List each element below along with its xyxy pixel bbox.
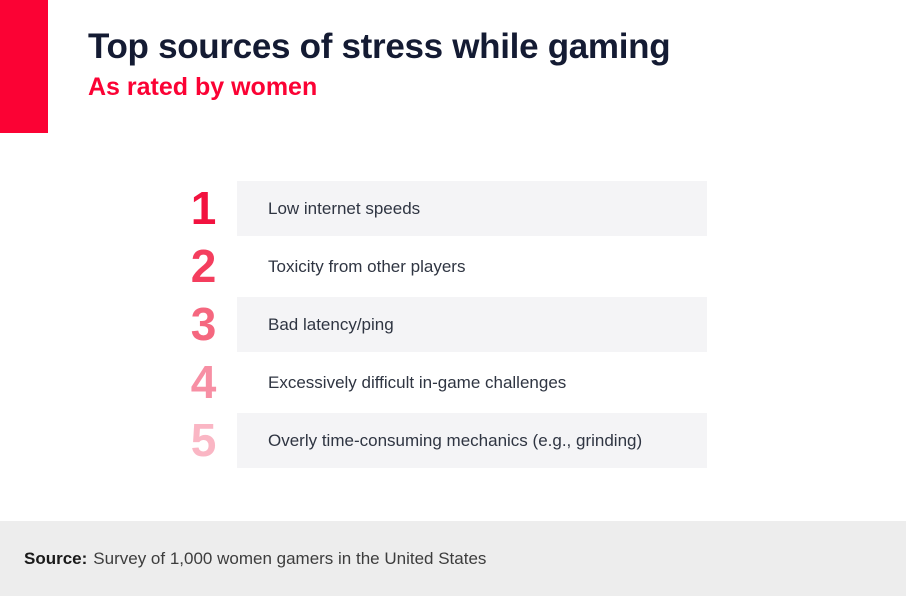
rank-number: 3 — [190, 298, 217, 350]
item-label: Excessively difficult in-game challenges — [268, 372, 567, 392]
list-item: 2 Toxicity from other players — [185, 239, 707, 294]
header: Top sources of stress while gaming As ra… — [88, 27, 671, 102]
list-item: 1 Low internet speeds — [185, 181, 707, 236]
source-footer: Source: Survey of 1,000 women gamers in … — [0, 521, 906, 596]
item-label-box: Overly time-consuming mechanics (e.g., g… — [237, 413, 707, 468]
page-subtitle: As rated by women — [88, 73, 318, 101]
source-text: Survey of 1,000 women gamers in the Unit… — [93, 548, 487, 568]
item-label-box: Bad latency/ping — [237, 297, 707, 352]
item-label: Toxicity from other players — [268, 256, 466, 276]
rank-number: 1 — [190, 182, 217, 234]
item-label-box: Toxicity from other players — [237, 239, 707, 294]
rank-number: 2 — [190, 240, 217, 292]
item-label-box: Low internet speeds — [237, 181, 707, 236]
rank-number: 4 — [190, 356, 217, 408]
list-item: 5 Overly time-consuming mechanics (e.g.,… — [185, 413, 707, 468]
list-item: 4 Excessively difficult in-game challeng… — [185, 355, 707, 410]
item-label: Overly time-consuming mechanics (e.g., g… — [268, 430, 643, 450]
item-label: Bad latency/ping — [268, 314, 394, 334]
accent-bar — [0, 0, 48, 133]
list-item: 3 Bad latency/ping — [185, 297, 707, 352]
item-label-box: Excessively difficult in-game challenges — [237, 355, 707, 410]
rank-number: 5 — [190, 414, 217, 466]
item-label: Low internet speeds — [268, 198, 421, 218]
ranking-list: 1 Low internet speeds 2 Toxicity from ot… — [185, 181, 707, 468]
source-label: Source: — [24, 548, 88, 568]
page-title: Top sources of stress while gaming — [88, 27, 671, 66]
